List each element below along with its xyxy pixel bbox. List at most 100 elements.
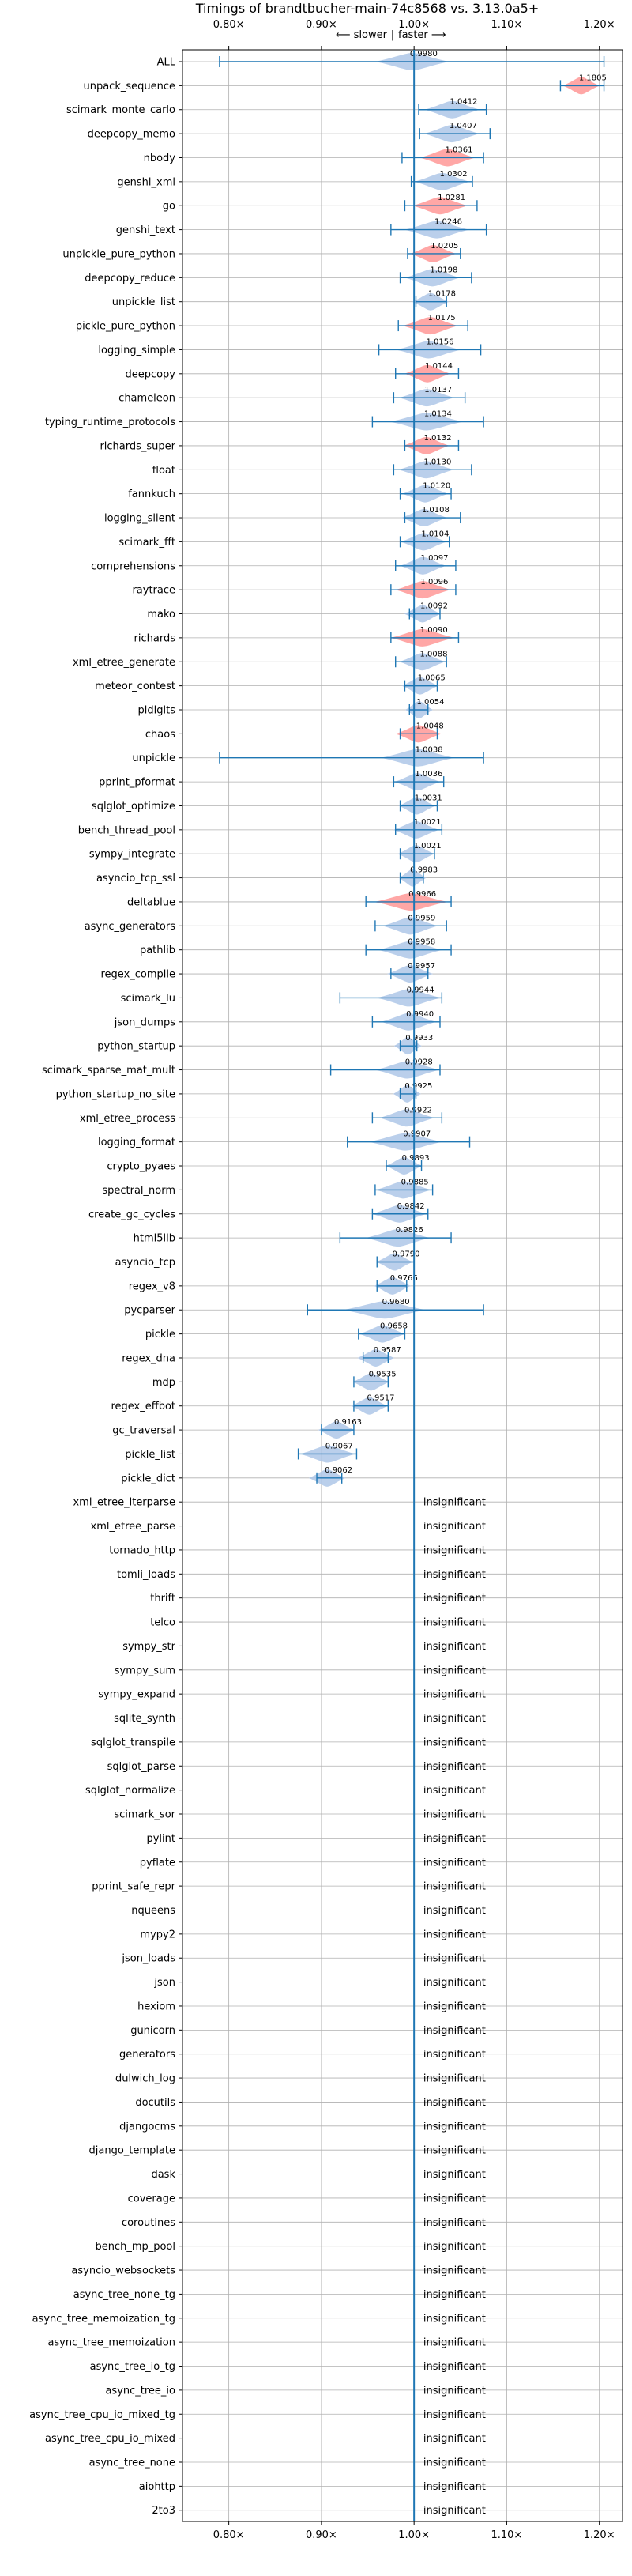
benchmark-label: logging_silent	[104, 513, 175, 525]
insignificant-label: insignificant	[423, 2433, 486, 2445]
value-label: 1.0137	[424, 386, 452, 394]
benchmark-label: django_template	[89, 2145, 175, 2157]
insignificant-label: insignificant	[423, 2289, 486, 2301]
benchmark-label: sqlglot_transpile	[91, 1737, 175, 1748]
insignificant-label: insignificant	[423, 1569, 486, 1581]
benchmark-label: genshi_xml	[117, 176, 175, 188]
value-label: 1.0065	[418, 674, 446, 683]
benchmark-label: python_startup	[97, 1041, 175, 1053]
value-label: 1.0092	[420, 602, 448, 611]
insignificant-label: insignificant	[423, 2385, 486, 2397]
benchmark-label: raytrace	[132, 585, 175, 597]
benchmark-label: scimark_fft	[118, 537, 175, 549]
benchmark-label: pyflate	[140, 1857, 175, 1869]
benchmark-label: float	[152, 465, 175, 477]
value-label: 1.0132	[424, 434, 452, 443]
insignificant-label: insignificant	[423, 2337, 486, 2349]
insignificant-label: insignificant	[423, 1617, 486, 1629]
value-label: 0.9966	[408, 890, 436, 899]
x-tick-label-top: 1.00×	[398, 19, 430, 31]
value-label: 1.0412	[450, 98, 477, 107]
insignificant-label: insignificant	[423, 2409, 486, 2421]
value-label: 0.9928	[405, 1058, 433, 1067]
benchmark-label: scimark_lu	[121, 993, 175, 1005]
insignificant-label: insignificant	[423, 1737, 486, 1748]
faster-direction-label: faster ⟶	[398, 29, 446, 41]
benchmark-label: nbody	[144, 153, 176, 164]
insignificant-label: insignificant	[423, 1809, 486, 1821]
benchmark-label: pickle_pure_python	[76, 321, 175, 333]
value-label: 0.9517	[367, 1394, 395, 1403]
insignificant-label: insignificant	[423, 1497, 486, 1509]
benchmark-label: nqueens	[131, 1905, 175, 1917]
x-tick-label-top: 1.20×	[584, 19, 615, 31]
benchmark-label: regex_dna	[122, 1352, 175, 1364]
benchmark-label: pickle_list	[125, 1449, 175, 1461]
value-label: 0.9658	[380, 1322, 408, 1331]
value-label: 0.9535	[369, 1370, 397, 1379]
value-label: 0.9933	[405, 1034, 433, 1043]
value-label: 0.9587	[374, 1346, 401, 1355]
value-label: 1.0031	[415, 794, 442, 802]
value-label: 1.0090	[420, 626, 448, 635]
insignificant-label: insignificant	[423, 2313, 486, 2325]
direction-separator: |	[391, 29, 394, 41]
insignificant-label: insignificant	[423, 2241, 486, 2253]
value-label: 0.9925	[404, 1082, 432, 1091]
insignificant-label: insignificant	[423, 1713, 486, 1725]
value-label: 1.0088	[419, 650, 447, 658]
benchmark-label: sympy_integrate	[89, 849, 175, 861]
benchmark-label: unpickle	[132, 752, 175, 764]
value-label: 1.0361	[445, 145, 472, 154]
benchmark-label: asyncio_tcp_ssl	[96, 873, 175, 884]
benchmark-label: asyncio_websockets	[71, 2265, 175, 2277]
value-label: 1.0048	[416, 722, 444, 730]
value-label: 1.0205	[431, 242, 458, 251]
value-label: 1.0198	[430, 266, 457, 274]
x-tick-label-top: 0.80×	[213, 19, 245, 31]
benchmark-label: xml_etree_iterparse	[73, 1497, 175, 1509]
value-label: 1.0054	[416, 698, 444, 707]
benchmark-label: telco	[150, 1617, 175, 1629]
benchmark-label: sympy_expand	[98, 1689, 175, 1701]
benchmark-label: regex_v8	[129, 1280, 175, 1292]
value-label: 1.1805	[579, 74, 607, 82]
benchmark-label: richards	[134, 632, 176, 644]
benchmark-label: pycparser	[124, 1305, 175, 1317]
benchmark-label: scimark_monte_carlo	[66, 104, 175, 116]
insignificant-label: insignificant	[423, 2001, 486, 2012]
benchmark-label: async_generators	[85, 921, 176, 933]
benchmark-label: chameleon	[118, 393, 175, 405]
insignificant-label: insignificant	[423, 1929, 486, 1940]
benchmark-label: pickle_dict	[121, 1473, 175, 1484]
value-label: 1.0130	[423, 458, 451, 466]
benchmark-label: async_tree_none_tg	[73, 2289, 175, 2301]
benchmark-label: tornado_http	[109, 1544, 175, 1556]
benchmark-label: pidigits	[138, 704, 176, 716]
insignificant-label: insignificant	[423, 2169, 486, 2181]
value-label: 0.9885	[401, 1178, 429, 1186]
value-label: 0.9983	[410, 866, 438, 875]
value-label: 1.0038	[416, 746, 443, 755]
benchmark-label: pprint_pformat	[99, 777, 175, 789]
value-label: 0.9826	[396, 1226, 423, 1235]
benchmark-label: async_tree_memoization_tg	[32, 2313, 175, 2325]
benchmark-label: logging_format	[98, 1137, 175, 1148]
benchmark-label: html5lib	[134, 1233, 175, 1245]
benchmark-label: async_tree_cpu_io_mixed	[45, 2433, 175, 2445]
value-label: 1.0407	[450, 122, 477, 130]
benchmark-label: async_tree_memoization	[47, 2337, 175, 2349]
benchmark-label: tomli_loads	[117, 1569, 175, 1581]
insignificant-label: insignificant	[423, 1544, 486, 1556]
benchmark-label: sqlglot_normalize	[85, 1785, 175, 1797]
insignificant-label: insignificant	[423, 2049, 486, 2061]
benchmark-label: unpickle_pure_python	[62, 248, 175, 260]
value-label: 0.9766	[390, 1274, 418, 1283]
x-tick-label-bottom: 0.80×	[213, 2529, 245, 2541]
benchmark-label: async_tree_none	[89, 2457, 175, 2469]
insignificant-label: insignificant	[423, 1689, 486, 1701]
insignificant-label: insignificant	[423, 2505, 486, 2517]
benchmark-label: async_tree_cpu_io_mixed_tg	[29, 2409, 175, 2421]
insignificant-label: insignificant	[423, 1521, 486, 1533]
